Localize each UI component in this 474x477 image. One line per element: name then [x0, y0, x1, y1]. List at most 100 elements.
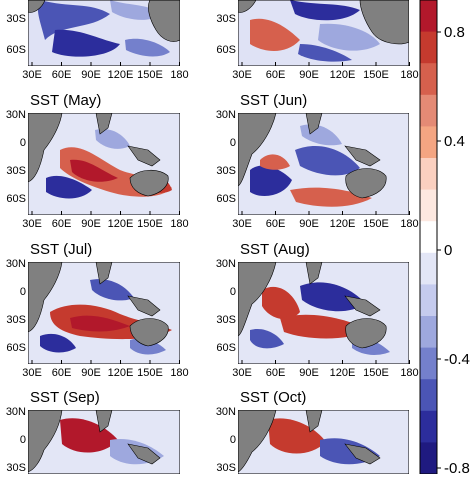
lon-label: 90E [81, 69, 101, 81]
colorbar-segment [420, 189, 437, 222]
lon-label: 90E [81, 367, 101, 379]
lat-label-30n-r4r: 30N [215, 406, 236, 418]
map-panel-jul [28, 262, 180, 364]
lat-label-60s-r1r: 60S [216, 44, 236, 56]
lon-label: 180 [170, 367, 189, 379]
map-panel-oct [238, 410, 409, 474]
lon-label: 180 [400, 69, 419, 81]
colorbar-segment [420, 31, 437, 64]
colorbar-label-neg0.4: -0.4 [444, 351, 470, 368]
lat-label-30s-r2r: 30S [216, 165, 236, 177]
lat-label-30n-r2r: 30N [215, 109, 236, 121]
lon-label: 150E [137, 367, 163, 379]
lat-label-0-r2l: 0 [19, 137, 26, 149]
colorbar [419, 0, 441, 474]
lon-label: 120E [329, 367, 356, 379]
lat-label-0-r4l: 0 [19, 434, 26, 446]
map-panel-mar [238, 0, 409, 66]
colorbar-segment [420, 442, 437, 474]
colorbar-label-0.4: 0.4 [444, 133, 465, 150]
lon-label: 30E [232, 367, 252, 379]
colorbar-segment [420, 347, 437, 380]
lon-label: 30E [22, 218, 42, 230]
colorbar-segment [420, 63, 437, 96]
colorbar-segment [420, 410, 437, 443]
lon-label: 120E [329, 218, 356, 230]
map-panel-jun [238, 113, 409, 215]
lon-label: 30E [232, 218, 252, 230]
map-panel-apr [28, 0, 180, 66]
lon-label: 180 [170, 218, 189, 230]
lon-label: 150E [137, 69, 163, 81]
lon-label: 150E [137, 218, 163, 230]
colorbar-segment [420, 284, 437, 317]
panel-title-sep: SST (Sep) [30, 389, 100, 406]
lat-label-30s-r1r: 30S [216, 13, 236, 25]
colorbar-segment [420, 94, 437, 127]
lon-label: 30E [22, 69, 42, 81]
lat-label-30n-r3l: 30N [5, 258, 26, 270]
lon-label: 60E [51, 218, 72, 230]
panel-title-oct: SST (Oct) [240, 389, 307, 406]
lat-label-60s-r1l: 60S [6, 44, 26, 56]
panel-title-may: SST (May) [30, 92, 102, 109]
lon-label: 180 [170, 69, 189, 81]
colorbar-segment [420, 221, 437, 254]
lat-label-30n-r4l: 30N [5, 406, 26, 418]
lat-label-60s-r3l: 60S [6, 342, 26, 354]
lat-label-30s-r3l: 30S [6, 314, 26, 326]
panel-title-jun: SST (Jun) [240, 92, 308, 109]
panel-title-jul: SST (Jul) [30, 241, 93, 258]
colorbar-segment [420, 0, 437, 33]
lat-label-30s-r4l: 30S [6, 462, 26, 474]
lon-label: 150E [363, 367, 389, 379]
lon-label: 90E [299, 218, 319, 230]
map-panel-may [28, 113, 180, 215]
lat-label-0-r4r: 0 [229, 434, 236, 446]
lon-label: 60E [265, 69, 286, 81]
lat-label-60s-r3r: 60S [216, 342, 236, 354]
axis-tick-marks [31, 62, 410, 364]
lon-label: 120E [107, 218, 134, 230]
map-panel-aug [238, 262, 409, 364]
colorbar-label-0.8: 0.8 [444, 24, 465, 41]
lon-label: 120E [107, 69, 134, 81]
lat-label-60s-r2l: 60S [6, 193, 26, 205]
lon-label: 60E [51, 69, 72, 81]
lon-label: 30E [22, 367, 42, 379]
lat-label-30s-r3r: 30S [216, 314, 236, 326]
colorbar-segment [420, 252, 437, 285]
colorbar-segment [420, 316, 437, 349]
colorbar-frame [419, 0, 438, 474]
lat-label-30n-r2l: 30N [5, 109, 26, 121]
panel-title-aug: SST (Aug) [240, 241, 310, 258]
lat-label-30s-r2l: 30S [6, 165, 26, 177]
lon-label: 150E [363, 218, 389, 230]
lat-label-30s-r1l: 30S [6, 13, 26, 25]
colorbar-segment [420, 379, 437, 412]
lon-label: 60E [265, 367, 286, 379]
lon-label: 90E [81, 218, 101, 230]
lon-label: 90E [299, 367, 319, 379]
lon-label: 120E [329, 69, 356, 81]
lon-label: 120E [107, 367, 134, 379]
lon-label: 150E [363, 69, 389, 81]
colorbar-label-neg0.8: -0.8 [444, 460, 470, 477]
colorbar-label-0: 0 [444, 242, 453, 259]
lon-label: 30E [232, 69, 252, 81]
lon-label: 180 [400, 218, 419, 230]
lon-label: 60E [51, 367, 72, 379]
lat-label-30n-r3r: 30N [215, 258, 236, 270]
map-panel-sep [28, 410, 180, 474]
colorbar-segment [420, 126, 437, 159]
lat-label-30s-r4r: 30S [216, 462, 236, 474]
lon-label: 90E [299, 69, 319, 81]
lat-label-0-r3r: 0 [229, 286, 236, 298]
lon-label: 180 [400, 367, 419, 379]
lat-label-0-r3l: 0 [19, 286, 26, 298]
colorbar-segment [420, 158, 437, 191]
lat-label-60s-r2r: 60S [216, 193, 236, 205]
lat-label-0-r2r: 0 [229, 137, 236, 149]
lon-label: 60E [265, 218, 286, 230]
